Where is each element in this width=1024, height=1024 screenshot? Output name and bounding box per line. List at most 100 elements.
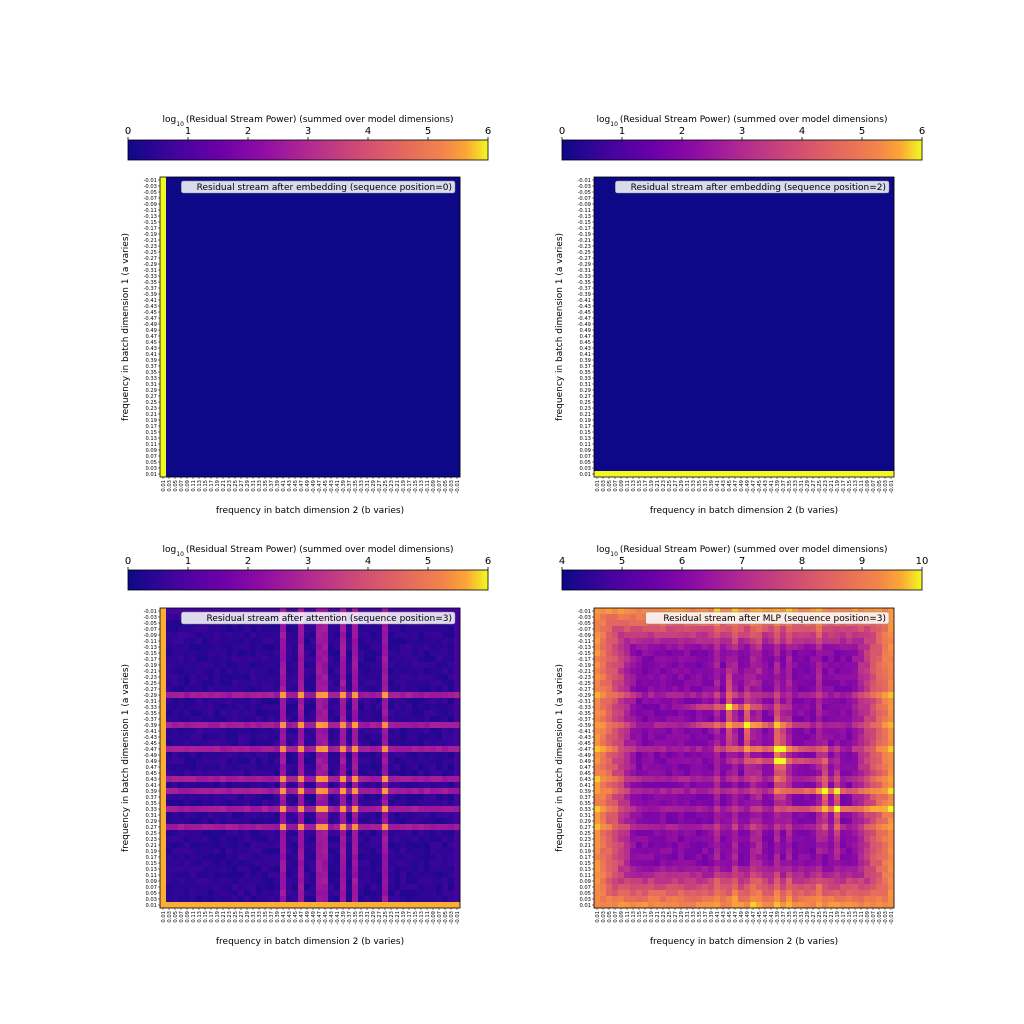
heatmap-cell xyxy=(226,459,233,466)
heatmap-cell xyxy=(738,243,745,250)
heatmap-cell xyxy=(606,351,613,358)
y-tick-label: 0.03 xyxy=(145,466,157,472)
heatmap-cell xyxy=(606,333,613,340)
heatmap-cell xyxy=(852,387,859,394)
heatmap-cell xyxy=(642,213,649,220)
heatmap-cell xyxy=(882,375,889,382)
heatmap-cell xyxy=(804,441,811,448)
heatmap-cell xyxy=(202,411,209,418)
heatmap-cell xyxy=(774,225,781,232)
heatmap-cell xyxy=(768,225,775,232)
heatmap-cell xyxy=(172,279,179,286)
heatmap-cell xyxy=(364,201,371,208)
x-tick-label: 0.15 xyxy=(203,480,209,492)
heatmap-cell xyxy=(370,237,377,244)
heatmap-cell xyxy=(244,207,251,214)
heatmap-cell xyxy=(738,423,745,430)
heatmap-cell xyxy=(678,405,685,412)
heatmap-cell xyxy=(286,459,293,466)
heatmap-cell xyxy=(870,195,877,202)
heatmap-cell xyxy=(334,321,341,328)
heatmap-cell xyxy=(816,177,823,184)
heatmap-cell xyxy=(184,225,191,232)
heatmap-cell xyxy=(810,225,817,232)
heatmap-cell xyxy=(322,255,329,262)
heatmap-cell xyxy=(412,309,419,316)
heatmap-cell xyxy=(340,231,347,238)
heatmap-cell xyxy=(630,285,637,292)
heatmap-cell xyxy=(810,363,817,370)
heatmap-cell xyxy=(376,465,383,472)
heatmap-cell xyxy=(612,207,619,214)
heatmap-cell xyxy=(888,363,895,370)
heatmap-cell xyxy=(400,453,407,460)
heatmap-cell xyxy=(304,201,311,208)
heatmap-cell xyxy=(250,231,257,238)
heatmap-cell xyxy=(606,297,613,304)
heatmap-cell xyxy=(394,399,401,406)
heatmap-cell xyxy=(196,303,203,310)
heatmap-cell xyxy=(624,333,631,340)
heatmap-cell xyxy=(442,201,449,208)
heatmap-cell xyxy=(172,357,179,364)
heatmap-cell xyxy=(810,237,817,244)
heatmap-cell xyxy=(256,339,263,346)
heatmap-cell xyxy=(828,423,835,430)
heatmap-cell xyxy=(214,327,221,334)
heatmap-cell xyxy=(436,243,443,250)
heatmap-cell xyxy=(226,225,233,232)
heatmap-cell xyxy=(852,315,859,322)
heatmap-cell xyxy=(274,255,281,262)
heatmap-cell xyxy=(340,321,347,328)
heatmap-cell xyxy=(744,345,751,352)
heatmap-cell xyxy=(190,303,197,310)
heatmap-cell xyxy=(768,207,775,214)
heatmap-cell xyxy=(448,273,455,280)
heatmap-cell xyxy=(642,369,649,376)
heatmap-cell xyxy=(786,219,793,226)
heatmap-cell xyxy=(762,297,769,304)
heatmap-cell xyxy=(612,375,619,382)
heatmap-cell xyxy=(720,345,727,352)
heatmap-cell xyxy=(184,393,191,400)
y-ticks: -0.01-0.03-0.05-0.07-0.09-0.11-0.13-0.15… xyxy=(144,178,160,478)
heatmap-cell xyxy=(744,435,751,442)
heatmap-cell xyxy=(208,243,215,250)
heatmap-cell xyxy=(606,237,613,244)
heatmap-cell xyxy=(370,339,377,346)
heatmap-cell xyxy=(190,453,197,460)
heatmap-cell xyxy=(418,309,425,316)
heatmap-cell xyxy=(684,219,691,226)
y-tick-label: 0.49 xyxy=(145,328,157,334)
heatmap-cell xyxy=(352,321,359,328)
heatmap-cell xyxy=(756,249,763,256)
heatmap-cell xyxy=(220,213,227,220)
heatmap-cell xyxy=(654,279,661,286)
heatmap-cell xyxy=(304,309,311,316)
heatmap-cell xyxy=(870,249,877,256)
heatmap-cell xyxy=(304,345,311,352)
heatmap-cell xyxy=(334,429,341,436)
heatmap-cell xyxy=(160,309,167,316)
heatmap-cell xyxy=(178,441,185,448)
heatmap-cell xyxy=(196,237,203,244)
heatmap-cell xyxy=(352,441,359,448)
x-tick-label: 0.07 xyxy=(179,480,185,492)
heatmap-cell xyxy=(882,231,889,238)
heatmap-cell xyxy=(636,321,643,328)
heatmap-cell xyxy=(376,357,383,364)
heatmap-cell xyxy=(624,237,631,244)
heatmap-cell xyxy=(190,411,197,418)
heatmap-cell xyxy=(388,381,395,388)
heatmap-cell xyxy=(882,351,889,358)
heatmap-cell xyxy=(750,225,757,232)
heatmap-cell xyxy=(618,333,625,340)
heatmap-cell xyxy=(184,417,191,424)
heatmap-cell xyxy=(738,357,745,364)
heatmap-cell xyxy=(858,339,865,346)
heatmap-cell xyxy=(430,285,437,292)
heatmap-cell xyxy=(762,207,769,214)
heatmap-cell xyxy=(208,357,215,364)
heatmap-cell xyxy=(316,459,323,466)
heatmap-cell xyxy=(376,267,383,274)
